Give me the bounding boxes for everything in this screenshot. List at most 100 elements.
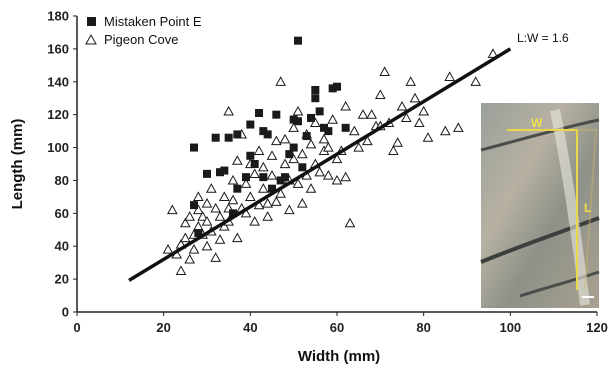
data-point-mistaken-point — [289, 143, 298, 152]
data-point-pigeon-cove — [379, 66, 391, 77]
data-point-pigeon-cove — [452, 122, 464, 132]
data-point-pigeon-cove — [296, 148, 308, 159]
inset-length-label: L — [584, 201, 591, 215]
data-point-pigeon-cove — [210, 252, 222, 262]
data-point-pigeon-cove — [179, 232, 191, 243]
data-point-mistaken-point — [281, 173, 289, 182]
data-point-mistaken-point — [190, 201, 198, 210]
data-point-pigeon-cove — [470, 76, 482, 86]
data-point-pigeon-cove — [348, 125, 360, 136]
data-point-pigeon-cove — [175, 265, 187, 275]
data-point-pigeon-cove — [244, 191, 256, 201]
data-point-mistaken-point — [285, 150, 294, 159]
y-tick-label: 80 — [55, 173, 69, 188]
data-point-mistaken-point — [341, 123, 350, 132]
data-point-pigeon-cove — [192, 191, 204, 201]
trendline — [128, 47, 512, 282]
data-point-mistaken-point — [194, 229, 203, 238]
y-tick-label: 20 — [55, 272, 69, 287]
legend-label-pigeon-cove: Pigeon Cove — [104, 32, 178, 47]
data-point-pigeon-cove — [283, 204, 295, 215]
inset-photo: W L — [480, 103, 600, 308]
data-point-mistaken-point — [246, 120, 255, 129]
data-point-pigeon-cove — [192, 204, 204, 215]
data-point-pigeon-cove — [201, 216, 213, 226]
data-point-pigeon-cove — [192, 220, 204, 231]
data-point-pigeon-cove — [201, 197, 213, 208]
data-point-mistaken-point — [289, 115, 298, 124]
y-tick-label: 120 — [47, 107, 69, 122]
data-point-pigeon-cove — [214, 234, 226, 244]
data-point-pigeon-cove — [279, 158, 291, 169]
data-point-pigeon-cove — [205, 183, 217, 193]
data-point-mistaken-point — [233, 130, 242, 139]
y-axis-title: Length (mm) — [9, 119, 26, 210]
data-point-pigeon-cove — [188, 243, 200, 254]
x-tick-label: 100 — [499, 320, 521, 335]
data-point-pigeon-cove — [166, 204, 178, 215]
data-point-mistaken-point — [259, 173, 268, 182]
data-point-mistaken-point — [298, 163, 307, 172]
data-point-mistaken-point — [203, 169, 211, 178]
data-point-mistaken-point — [302, 132, 311, 141]
data-point-pigeon-cove — [292, 105, 304, 116]
y-tick-label: 40 — [55, 239, 69, 254]
data-point-pigeon-cove — [197, 211, 209, 221]
data-point-pigeon-cove — [418, 105, 430, 116]
data-point-pigeon-cove — [162, 243, 174, 254]
legend-label-mistaken-point: Mistaken Point E — [104, 14, 202, 29]
data-point-pigeon-cove — [366, 109, 378, 119]
data-point-mistaken-point — [320, 123, 328, 132]
data-point-pigeon-cove — [179, 217, 191, 228]
data-point-pigeon-cove — [331, 153, 343, 164]
data-point-pigeon-cove — [270, 135, 282, 146]
data-point-pigeon-cove — [270, 196, 282, 206]
data-point-mistaken-point — [268, 184, 276, 193]
data-point-pigeon-cove — [240, 207, 252, 218]
data-point-pigeon-cove — [296, 197, 308, 208]
plot-area — [162, 36, 499, 275]
data-point-pigeon-cove — [305, 138, 317, 149]
trendline-group — [128, 47, 512, 282]
data-point-mistaken-point — [324, 127, 333, 136]
x-tick-label: 60 — [330, 320, 344, 335]
axes — [73, 15, 598, 316]
data-point-pigeon-cove — [257, 183, 269, 193]
data-point-pigeon-cove — [361, 135, 373, 146]
data-point-mistaken-point — [294, 36, 302, 45]
y-tick-label: 180 — [47, 9, 69, 24]
data-point-pigeon-cove — [322, 169, 334, 180]
data-point-pigeon-cove — [314, 166, 326, 177]
data-point-pigeon-cove — [210, 202, 222, 213]
data-point-pigeon-cove — [262, 197, 274, 208]
data-point-mistaken-point — [211, 133, 220, 142]
data-point-mistaken-point — [190, 143, 198, 152]
data-point-pigeon-cove — [253, 145, 265, 155]
data-point-mistaken-point — [315, 107, 324, 116]
y-tick-label: 0 — [62, 305, 69, 320]
data-point-pigeon-cove — [240, 178, 252, 188]
data-point-pigeon-cove — [344, 217, 356, 228]
data-point-pigeon-cove — [392, 137, 404, 147]
data-point-pigeon-cove — [400, 112, 412, 123]
data-point-mistaken-point — [276, 176, 285, 185]
y-tick-label: 160 — [47, 41, 69, 56]
x-tick-label: 120 — [586, 320, 608, 335]
data-point-pigeon-cove — [184, 211, 196, 221]
data-point-pigeon-cove — [288, 153, 300, 164]
data-point-mistaken-point — [328, 84, 337, 93]
data-point-mistaken-point — [242, 173, 250, 182]
data-point-pigeon-cove — [422, 132, 434, 142]
data-point-mistaken-point — [333, 82, 341, 91]
data-point-mistaken-point — [255, 109, 263, 118]
y-tick-label: 100 — [47, 140, 69, 155]
data-point-pigeon-cove — [288, 122, 300, 132]
data-point-pigeon-cove — [322, 142, 334, 152]
x-axis-title: Width (mm) — [298, 348, 380, 365]
data-point-pigeon-cove — [305, 183, 317, 193]
data-point-pigeon-cove — [405, 76, 417, 86]
y-tick-label: 140 — [47, 74, 69, 89]
data-point-pigeon-cove — [413, 117, 425, 127]
data-point-mistaken-point — [216, 168, 224, 177]
